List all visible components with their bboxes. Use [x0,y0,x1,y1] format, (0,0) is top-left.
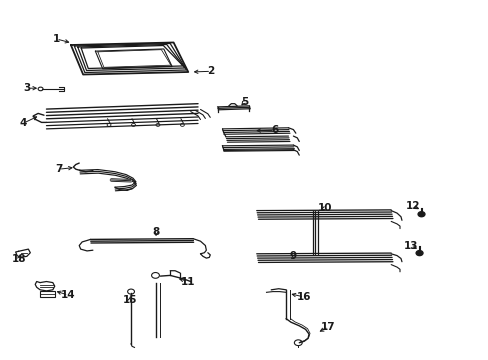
Text: 17: 17 [321,322,335,332]
Text: 9: 9 [289,251,296,261]
Text: 1: 1 [53,34,60,44]
Text: 7: 7 [55,164,62,174]
Text: 4: 4 [20,118,27,128]
Text: 8: 8 [153,227,160,237]
Text: 13: 13 [403,240,417,251]
Bar [40,291,55,297]
Circle shape [417,212,424,217]
Circle shape [415,251,422,256]
Text: 3: 3 [23,83,30,93]
Text: 15: 15 [122,294,137,305]
Text: 5: 5 [241,96,247,107]
Text: 18: 18 [11,254,26,264]
Text: 10: 10 [317,203,332,213]
Text: 12: 12 [405,201,420,211]
Text: 2: 2 [207,66,214,76]
Text: 16: 16 [296,292,311,302]
Text: 6: 6 [271,125,278,135]
Text: 14: 14 [61,290,76,300]
Text: 11: 11 [181,276,195,287]
